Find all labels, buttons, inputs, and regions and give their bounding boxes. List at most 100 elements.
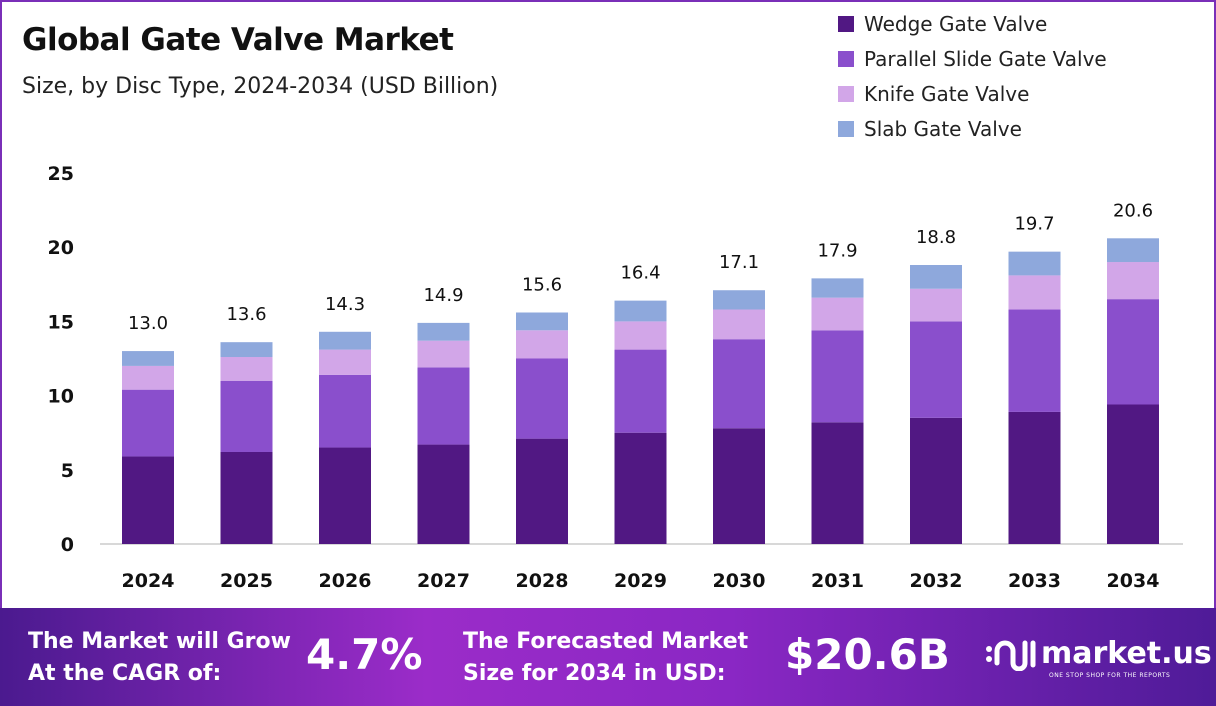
y-tick-label: 10 xyxy=(48,386,74,408)
bar-segment-slab-gate-valve xyxy=(122,351,174,366)
x-tick-label: 2026 xyxy=(319,570,372,592)
bar-segment-wedge-gate-valve xyxy=(713,428,765,544)
y-tick-label: 25 xyxy=(48,163,74,185)
bar-segment-parallel-slide-gate-valve xyxy=(1107,299,1159,405)
bar-segment-knife-gate-valve xyxy=(417,340,470,368)
bar-segment-wedge-gate-valve xyxy=(122,456,174,544)
bar-segment-wedge-gate-valve xyxy=(811,422,864,544)
bar-segment-knife-gate-valve xyxy=(319,349,371,375)
legend-label: Knife Gate Valve xyxy=(864,81,1030,106)
bar-segment-wedge-gate-valve xyxy=(417,444,470,544)
bar-segment-knife-gate-valve xyxy=(811,297,864,331)
forecast-label-line2: Size for 2034 in USD: xyxy=(463,661,726,686)
bar-segment-wedge-gate-valve xyxy=(1107,404,1159,544)
legend: Wedge Gate Valve Parallel Slide Gate Val… xyxy=(838,6,1107,146)
bar-segment-slab-gate-valve xyxy=(910,265,962,289)
legend-label: Slab Gate Valve xyxy=(864,116,1022,141)
total-data-label: 17.1 xyxy=(719,252,759,273)
bar-segment-slab-gate-valve xyxy=(220,342,273,358)
y-tick-label: 20 xyxy=(48,237,74,259)
bar-segment-parallel-slide-gate-valve xyxy=(220,380,273,452)
cagr-value: 4.7% xyxy=(306,630,423,679)
footer-banner: The Market will Grow At the CAGR of: 4.7… xyxy=(0,608,1216,706)
forecast-label: The Forecasted Market Size for 2034 in U… xyxy=(463,626,748,690)
bar-segment-wedge-gate-valve xyxy=(910,417,962,544)
brand-tagline: ONE STOP SHOP FOR THE REPORTS xyxy=(1049,672,1171,679)
x-tick-label: 2031 xyxy=(811,570,864,592)
total-data-label: 18.8 xyxy=(916,227,956,248)
total-data-label: 20.6 xyxy=(1113,200,1153,221)
legend-label: Wedge Gate Valve xyxy=(864,11,1048,36)
bar-segment-knife-gate-valve xyxy=(1008,275,1061,310)
bar-segment-knife-gate-valve xyxy=(1107,262,1159,300)
bar-segment-wedge-gate-valve xyxy=(516,438,568,544)
x-tick-label: 2029 xyxy=(614,570,667,592)
chart-title: Global Gate Valve Market xyxy=(22,22,454,58)
legend-label: Parallel Slide Gate Valve xyxy=(864,46,1107,71)
bar-segment-parallel-slide-gate-valve xyxy=(614,349,667,433)
cagr-label: The Market will Grow At the CAGR of: xyxy=(28,626,291,690)
legend-item-wedge: Wedge Gate Valve xyxy=(838,6,1107,41)
bar-segment-slab-gate-valve xyxy=(1008,251,1061,276)
x-tick-label: 2032 xyxy=(910,570,963,592)
bar-segment-parallel-slide-gate-valve xyxy=(1008,309,1061,412)
y-tick-label: 5 xyxy=(61,460,74,482)
total-data-label: 13.0 xyxy=(128,313,168,334)
y-tick-label: 15 xyxy=(48,311,74,333)
legend-swatch xyxy=(838,120,854,137)
bar-segment-knife-gate-valve xyxy=(910,288,962,322)
total-data-label: 19.7 xyxy=(1014,214,1054,235)
total-data-label: 14.9 xyxy=(423,285,463,306)
x-tick-label: 2025 xyxy=(220,570,273,592)
bar-segment-parallel-slide-gate-valve xyxy=(319,374,371,448)
bar-segment-slab-gate-valve xyxy=(614,300,667,322)
brand-name: market.us xyxy=(1041,636,1212,671)
total-data-label: 13.6 xyxy=(226,304,266,325)
brand-logo: market.us ONE STOP SHOP FOR THE REPORTS xyxy=(985,636,1212,679)
legend-swatch xyxy=(838,50,854,67)
y-tick-label: 0 xyxy=(61,534,74,556)
bar-segment-slab-gate-valve xyxy=(319,331,371,350)
x-tick-label: 2034 xyxy=(1107,570,1160,592)
total-data-label: 16.4 xyxy=(620,263,660,284)
x-tick-label: 2024 xyxy=(122,570,175,592)
bar-segment-knife-gate-valve xyxy=(713,309,765,340)
bar-segment-wedge-gate-valve xyxy=(614,432,667,544)
bar-segment-slab-gate-valve xyxy=(417,322,470,341)
bar-segment-slab-gate-valve xyxy=(1107,238,1159,263)
bar-segment-slab-gate-valve xyxy=(516,312,568,331)
forecast-value: $20.6B xyxy=(785,630,950,679)
x-tick-label: 2027 xyxy=(417,570,470,592)
bar-segment-parallel-slide-gate-valve xyxy=(910,321,962,418)
bar-segment-knife-gate-valve xyxy=(614,321,667,350)
bar-segment-slab-gate-valve xyxy=(713,290,765,310)
total-data-label: 15.6 xyxy=(522,274,562,295)
bar-segment-parallel-slide-gate-valve xyxy=(122,389,174,457)
bar-segment-parallel-slide-gate-valve xyxy=(417,367,470,445)
bar-segment-knife-gate-valve xyxy=(122,365,174,390)
bar-segment-wedge-gate-valve xyxy=(1008,411,1061,544)
x-tick-label: 2033 xyxy=(1008,570,1061,592)
bar-segment-knife-gate-valve xyxy=(516,330,568,359)
bar-segment-parallel-slide-gate-valve xyxy=(811,330,864,423)
cagr-label-line2: At the CAGR of: xyxy=(28,661,222,686)
bar-segment-wedge-gate-valve xyxy=(319,447,371,544)
market-us-logo-icon xyxy=(986,640,1036,671)
legend-swatch xyxy=(838,85,854,102)
total-data-label: 14.3 xyxy=(325,294,365,315)
forecast-label-line1: The Forecasted Market xyxy=(463,629,749,654)
stacked-bar-chart: 051015202513.0202413.6202514.3202614.920… xyxy=(48,163,1183,592)
chart-subtitle: Size, by Disc Type, 2024-2034 (USD Billi… xyxy=(22,74,499,99)
legend-item-knife: Knife Gate Valve xyxy=(838,76,1107,111)
total-data-label: 17.9 xyxy=(817,240,857,261)
bar-segment-wedge-gate-valve xyxy=(220,451,273,544)
bar-segment-parallel-slide-gate-valve xyxy=(713,339,765,429)
cagr-label-line1: The Market will Grow xyxy=(28,629,291,654)
legend-item-parallel-slide: Parallel Slide Gate Valve xyxy=(838,41,1107,76)
x-tick-label: 2030 xyxy=(713,570,766,592)
bar-segment-parallel-slide-gate-valve xyxy=(516,358,568,439)
legend-swatch xyxy=(838,15,854,32)
x-tick-label: 2028 xyxy=(516,570,569,592)
legend-item-slab: Slab Gate Valve xyxy=(838,111,1107,146)
bar-segment-knife-gate-valve xyxy=(220,357,273,381)
